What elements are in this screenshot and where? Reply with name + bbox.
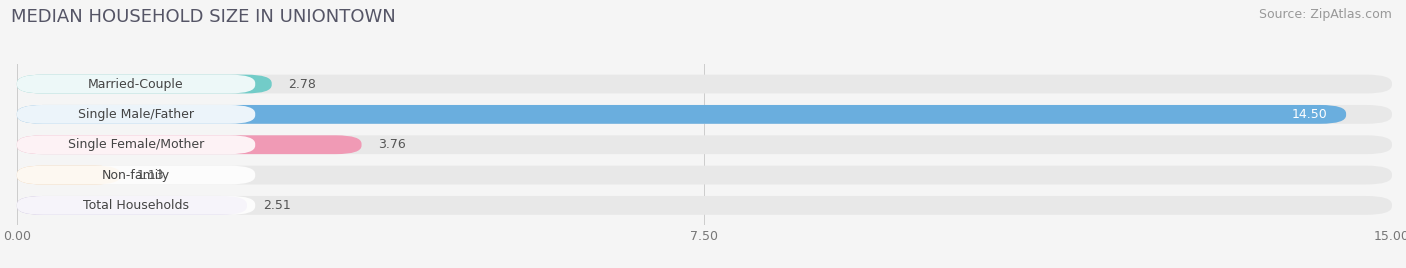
FancyBboxPatch shape bbox=[17, 135, 1392, 154]
Text: Source: ZipAtlas.com: Source: ZipAtlas.com bbox=[1258, 8, 1392, 21]
FancyBboxPatch shape bbox=[17, 166, 121, 184]
FancyBboxPatch shape bbox=[17, 196, 247, 215]
FancyBboxPatch shape bbox=[17, 135, 361, 154]
FancyBboxPatch shape bbox=[17, 105, 1346, 124]
FancyBboxPatch shape bbox=[17, 196, 1392, 215]
FancyBboxPatch shape bbox=[17, 135, 256, 154]
Text: MEDIAN HOUSEHOLD SIZE IN UNIONTOWN: MEDIAN HOUSEHOLD SIZE IN UNIONTOWN bbox=[11, 8, 396, 26]
Text: Married-Couple: Married-Couple bbox=[89, 77, 184, 91]
FancyBboxPatch shape bbox=[17, 166, 256, 184]
FancyBboxPatch shape bbox=[17, 75, 271, 94]
Text: Total Households: Total Households bbox=[83, 199, 188, 212]
FancyBboxPatch shape bbox=[17, 166, 1392, 184]
FancyBboxPatch shape bbox=[17, 75, 256, 94]
Text: 2.51: 2.51 bbox=[263, 199, 291, 212]
FancyBboxPatch shape bbox=[17, 196, 256, 215]
Text: Single Male/Father: Single Male/Father bbox=[79, 108, 194, 121]
Text: 3.76: 3.76 bbox=[378, 138, 406, 151]
FancyBboxPatch shape bbox=[17, 105, 256, 124]
Text: 1.13: 1.13 bbox=[136, 169, 165, 181]
Text: Non-family: Non-family bbox=[103, 169, 170, 181]
FancyBboxPatch shape bbox=[17, 75, 1392, 94]
Text: 14.50: 14.50 bbox=[1292, 108, 1327, 121]
Text: 2.78: 2.78 bbox=[288, 77, 316, 91]
Text: Single Female/Mother: Single Female/Mother bbox=[67, 138, 204, 151]
FancyBboxPatch shape bbox=[17, 105, 1392, 124]
